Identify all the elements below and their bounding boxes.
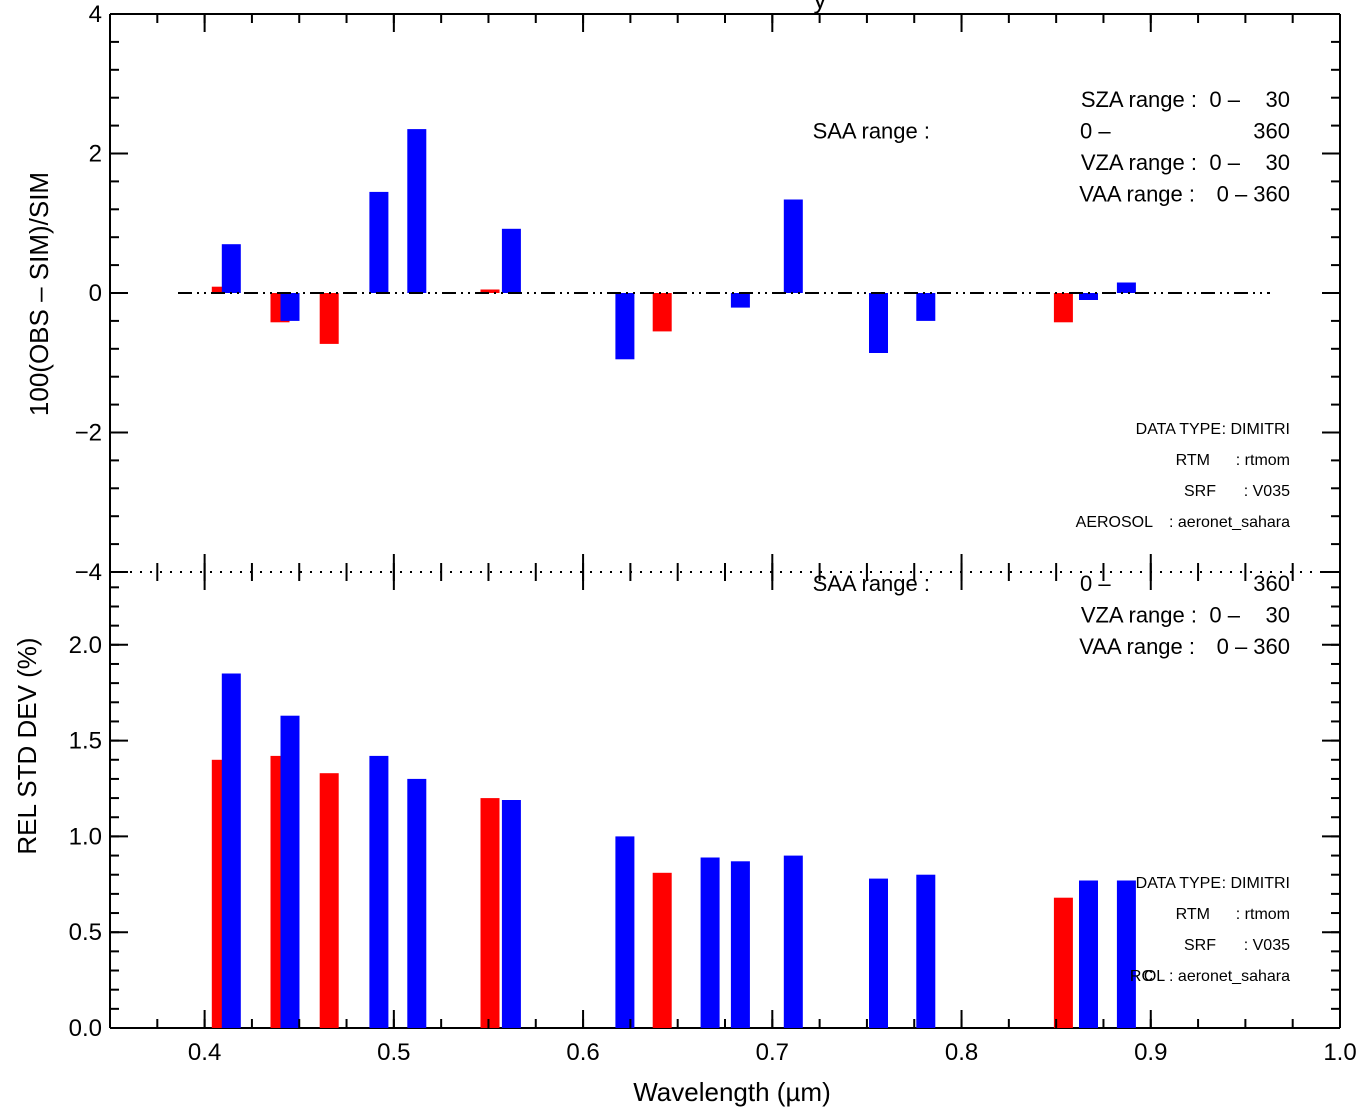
top-panel-annotation-label-2: VZA range : xyxy=(1081,150,1197,175)
top-panel-series-0-bar-5 xyxy=(1053,293,1073,323)
bottom-panel-ytick-label-3: 1.5 xyxy=(69,728,102,755)
top-panel-ytick-label-0: 4 xyxy=(89,1,102,28)
top-panel-annotation-min-1: 0 – xyxy=(1080,119,1111,144)
top-panel-info-value-2: : V035 xyxy=(1244,483,1290,500)
top-panel-series-1-bar-10 xyxy=(1079,293,1098,300)
top-panel-info-value-3: : aeronet_sahara xyxy=(1169,514,1290,531)
top-panel-ytick-label-4: −4 xyxy=(75,559,102,586)
top-panel-ytick-label-3: −2 xyxy=(75,420,102,447)
bottom-panel-info-value-1: : rtmom xyxy=(1236,906,1290,923)
bottom-panel-annotation-label-1: VZA range : xyxy=(1081,603,1197,628)
bottom-panel: 0.0 0.5 1.0 1.5 2.0 0.4 0.5 0.6 0.7 0.8 0.9 1.0 SAA … xyxy=(69,571,1357,1066)
bottom-panel-annotation-min-0: 0 – xyxy=(1080,571,1111,596)
bottom-panel-annotation-label-2: VAA range : xyxy=(1079,634,1195,659)
top-panel-annotation-min-3: 0 – 360 xyxy=(1217,182,1290,207)
bottom-panel-annotation-max-0: 360 xyxy=(1253,571,1290,596)
top-panel-series-1-bar-6 xyxy=(730,293,750,308)
bottom-panel-ytick-label-0: 0.0 xyxy=(69,1015,102,1042)
top-panel-series-1-bar-4 xyxy=(501,228,521,293)
x-axis-label: Wavelength (µm) xyxy=(633,1077,831,1107)
top-panel-annotation-label-1: SAA range : xyxy=(813,119,930,144)
bottom-panel-series-1-bar-8 xyxy=(783,855,803,1028)
bottom-panel-series-0-bar-3 xyxy=(480,798,500,1028)
bottom-panel-ytick-label-4: 2.0 xyxy=(69,632,102,659)
top-panel-info-value-0: : DIMITRI xyxy=(1222,421,1290,438)
top-panel-info-value-1: : rtmom xyxy=(1236,452,1290,469)
bottom-panel-series-1-bar-4 xyxy=(501,800,521,1028)
bottom-panel-series-1-bar-5 xyxy=(615,836,635,1028)
bottom-panel-series-1-bar-10 xyxy=(916,874,936,1028)
x-tick-label-0: 0.4 xyxy=(188,1039,221,1066)
top-panel-annotation-max-0: 30 xyxy=(1266,87,1290,112)
top-panel-info-label-0: DATA TYPE xyxy=(1136,421,1221,438)
top-panel-series-0-bar-3 xyxy=(480,289,500,293)
bottom-panel-info-value-2: : V035 xyxy=(1244,937,1290,954)
bottom-panel-info-label-3: RC xyxy=(1130,968,1153,985)
top-panel-annotation-label-3: VAA range : xyxy=(1079,182,1195,207)
bottom-panel-series-1-bar-12 xyxy=(1116,880,1136,1028)
bottom-panel-annotation-min-2: 0 – 360 xyxy=(1217,634,1290,659)
bottom-panel-annotation-max-1: 30 xyxy=(1266,603,1290,628)
bottom-panel-annotation-min-1: 0 – xyxy=(1209,603,1240,628)
bottom-panel-series-1-bar-6 xyxy=(700,857,720,1028)
bottom-panel-series-1-bar-2 xyxy=(369,755,389,1028)
x-tick-label-5: 0.9 xyxy=(1134,1039,1167,1066)
bottom-panel-series-1-bar-7 xyxy=(730,861,750,1028)
top-panel-series-1-bar-11 xyxy=(1116,282,1136,293)
top-panel-ytick-label-1: 2 xyxy=(89,141,102,168)
top-panel-annotation-min-2: 0 – xyxy=(1209,150,1240,175)
bottom-panel-series-0-bar-2 xyxy=(319,773,339,1028)
top-panel-series-1-bar-0 xyxy=(221,244,241,293)
bottom-panel-info-label-2: SRF xyxy=(1184,937,1216,954)
top-panel-annotation-min-0: 0 – xyxy=(1209,87,1240,112)
top-panel-series-1-bar-1 xyxy=(280,293,300,321)
top-panel-info-label-1: RTM xyxy=(1176,452,1210,469)
top-panel-series-0-bar-0 xyxy=(211,286,231,293)
x-tick-label-2: 0.6 xyxy=(566,1039,599,1066)
bottom-panel-ytick-label-1: 0.5 xyxy=(69,919,102,946)
title-fragment: y xyxy=(814,0,827,14)
top-panel-series-0-bar-4 xyxy=(652,293,672,332)
bottom-panel-info-label-0: DATA TYPE xyxy=(1136,875,1221,892)
top-y-axis-label: 100(OBS – SIM)/SIM xyxy=(24,172,54,416)
top-panel-series-1-bar-8 xyxy=(869,293,888,353)
bottom-panel-info-label-1: RTM xyxy=(1176,906,1210,923)
top-panel-series-1-bar-7 xyxy=(783,199,803,293)
top-panel-series-0-bar-2 xyxy=(319,293,339,344)
bottom-panel-series-1-bar-9 xyxy=(869,878,888,1028)
bottom-panel-series-0-bar-4 xyxy=(652,872,672,1028)
top-panel-annotation-max-1: 360 xyxy=(1253,119,1290,144)
top-panel-series-1-bar-5 xyxy=(615,293,635,360)
bottom-panel-series-1-bar-3 xyxy=(407,778,427,1028)
bottom-y-axis-label: REL STD DEV (%) xyxy=(12,637,42,854)
x-tick-label-1: 0.5 xyxy=(377,1039,410,1066)
bottom-panel-info-value-0: : DIMITRI xyxy=(1222,875,1290,892)
top-panel-info-label-3: AEROSOL xyxy=(1076,514,1153,531)
x-tick-label-3: 0.7 xyxy=(756,1039,789,1066)
bottom-panel-ytick-label-2: 1.0 xyxy=(69,823,102,850)
top-panel-info-label-2: SRF xyxy=(1184,483,1216,500)
top-panel: 4 2 0 −2 −4 SZA range : 0 – 30 SAA range : 0 – 360… xyxy=(75,1,1341,586)
top-panel-series-1-bar-2 xyxy=(369,191,389,293)
top-panel-ytick-label-2: 0 xyxy=(89,280,102,307)
top-panel-annotation-label-0: SZA range : xyxy=(1081,87,1197,112)
top-panel-series-1-bar-9 xyxy=(916,293,936,321)
bottom-panel-series-1-bar-0 xyxy=(221,673,241,1028)
bottom-panel-series-1-bar-11 xyxy=(1079,880,1098,1028)
x-tick-label-6: 1.0 xyxy=(1323,1039,1356,1066)
bottom-panel-series-1-bar-1 xyxy=(280,715,300,1028)
top-panel-annotation-max-2: 30 xyxy=(1266,150,1290,175)
bottom-panel-info-value-3: OL : aeronet_sahara xyxy=(1144,968,1290,985)
top-panel-series-1-bar-3 xyxy=(407,129,427,293)
x-tick-label-4: 0.8 xyxy=(945,1039,978,1066)
bottom-panel-annotation-label-0: SAA range : xyxy=(813,571,930,596)
bottom-panel-series-0-bar-5 xyxy=(1053,897,1073,1028)
